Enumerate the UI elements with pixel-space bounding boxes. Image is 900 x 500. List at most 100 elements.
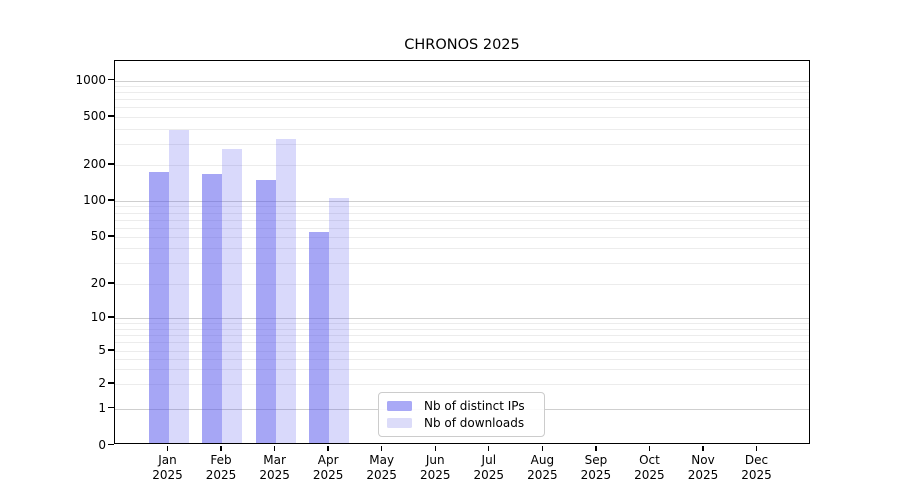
y-gridline-minor bbox=[115, 248, 809, 250]
x-tick-label-sep: Sep 2025 bbox=[566, 453, 626, 483]
y-tick-label: 1 bbox=[98, 400, 106, 415]
y-gridline-minor bbox=[115, 212, 809, 214]
bar-distinct-ips-jan bbox=[148, 171, 169, 443]
bar-downloads-mar bbox=[275, 138, 296, 443]
x-tick-year: 2025 bbox=[152, 467, 183, 482]
legend-item-distinct-ips: Nb of distinct IPs bbox=[387, 399, 536, 413]
x-tick-label-mar: Mar 2025 bbox=[245, 453, 305, 483]
x-tick-year: 2025 bbox=[312, 467, 344, 482]
x-tick-label-jul: Jul 2025 bbox=[459, 453, 519, 483]
x-tick-label-may: May 2025 bbox=[352, 453, 412, 483]
y-gridline-minor bbox=[115, 237, 809, 238]
x-tick-year: 2025 bbox=[527, 467, 558, 482]
legend-swatch-downloads-icon bbox=[387, 417, 412, 429]
y-tick-mark bbox=[108, 78, 114, 81]
y-tick-label: 200 bbox=[83, 157, 106, 171]
y-tick-label: 2 bbox=[98, 376, 106, 390]
legend-label-distinct-ips: Nb of distinct IPs bbox=[424, 399, 525, 413]
x-tick-label-dec: Dec 2025 bbox=[727, 453, 787, 483]
x-tick-year: 2025 bbox=[419, 467, 451, 482]
y-gridline-minor bbox=[115, 92, 809, 94]
x-tick-mark bbox=[755, 445, 758, 451]
legend: Nb of distinct IPs Nb of downloads bbox=[378, 392, 545, 437]
x-tick-label-feb: Feb 2025 bbox=[191, 453, 251, 483]
x-tick-mark bbox=[166, 445, 169, 451]
x-tick-mark bbox=[488, 445, 490, 451]
x-tick-label-apr: Apr 2025 bbox=[298, 453, 358, 483]
y-tick-mark bbox=[108, 235, 114, 237]
x-tick-mark bbox=[595, 445, 597, 451]
y-gridline-major bbox=[115, 201, 809, 202]
y-tick-label: 1000 bbox=[75, 72, 106, 87]
y-gridline-minor bbox=[115, 86, 809, 88]
x-tick-year: 2025 bbox=[741, 467, 772, 482]
y-tick-mark bbox=[108, 199, 114, 201]
x-tick-mark bbox=[702, 445, 704, 451]
x-tick-mark bbox=[541, 445, 544, 451]
x-tick-year: 2025 bbox=[366, 467, 397, 482]
y-gridline-minor bbox=[115, 351, 809, 352]
y-gridline-minor bbox=[115, 359, 809, 361]
y-gridline-minor bbox=[115, 107, 809, 109]
legend-swatch-distinct-ips-icon bbox=[387, 400, 412, 412]
y-gridline-major bbox=[115, 80, 809, 82]
y-tick-label: 0 bbox=[98, 437, 106, 452]
bar-downloads-apr bbox=[329, 198, 350, 443]
x-tick-year: 2025 bbox=[634, 467, 665, 482]
x-tick-mark bbox=[434, 445, 436, 451]
y-tick-label: 50 bbox=[90, 229, 106, 243]
x-tick-mark bbox=[273, 445, 276, 451]
y-tick-label: 5 bbox=[98, 343, 106, 357]
y-gridline-minor bbox=[115, 263, 809, 265]
y-gridline-minor bbox=[115, 117, 809, 118]
x-tick-label-jun: Jun 2025 bbox=[405, 453, 465, 483]
y-gridline-minor bbox=[115, 128, 809, 130]
bar-distinct-ips-feb bbox=[202, 174, 223, 443]
y-gridline-major bbox=[115, 318, 809, 319]
y-gridline-minor bbox=[115, 342, 809, 344]
x-tick-year: 2025 bbox=[580, 467, 612, 482]
y-gridline-minor bbox=[115, 369, 809, 371]
y-gridline-minor bbox=[115, 219, 809, 221]
legend-item-downloads: Nb of downloads bbox=[387, 416, 536, 430]
y-gridline-minor bbox=[115, 143, 809, 145]
bar-downloads-feb bbox=[222, 149, 243, 443]
y-gridline-minor bbox=[115, 165, 809, 166]
x-tick-year: 2025 bbox=[259, 467, 290, 482]
y-gridline-minor bbox=[115, 284, 809, 285]
x-tick-year: 2025 bbox=[473, 467, 505, 482]
bar-distinct-ips-apr bbox=[309, 232, 330, 443]
y-tick-mark bbox=[108, 115, 114, 117]
y-gridline-minor bbox=[115, 328, 809, 330]
chart-title: CHRONOS 2025 bbox=[404, 37, 520, 53]
y-tick-mark bbox=[108, 382, 114, 384]
y-tick-mark bbox=[108, 316, 114, 318]
y-tick-mark bbox=[108, 443, 114, 446]
y-tick-mark bbox=[108, 406, 114, 409]
x-tick-label-nov: Nov 2025 bbox=[673, 453, 733, 483]
y-tick-label: 500 bbox=[83, 109, 106, 123]
y-tick-mark bbox=[108, 349, 114, 351]
x-tick-label-jan: Jan 2025 bbox=[138, 453, 198, 483]
y-tick-label: 100 bbox=[83, 193, 106, 207]
x-tick-year: 2025 bbox=[205, 467, 237, 482]
x-tick-year: 2025 bbox=[687, 467, 719, 482]
legend-label-downloads: Nb of downloads bbox=[424, 416, 525, 430]
y-gridline-minor bbox=[115, 227, 809, 229]
y-tick-mark bbox=[108, 163, 114, 165]
y-tick-label: 10 bbox=[90, 310, 106, 324]
y-gridline-minor bbox=[115, 384, 809, 385]
y-tick-label: 20 bbox=[90, 276, 106, 290]
x-tick-label-aug: Aug 2025 bbox=[512, 453, 572, 483]
y-gridline-minor bbox=[115, 323, 809, 325]
y-gridline-minor bbox=[115, 206, 809, 208]
x-tick-label-oct: Oct 2025 bbox=[619, 453, 679, 483]
x-tick-mark bbox=[381, 445, 383, 451]
x-tick-mark bbox=[220, 445, 222, 451]
y-gridline-minor bbox=[115, 334, 809, 336]
x-tick-mark bbox=[327, 445, 329, 451]
bar-distinct-ips-mar bbox=[255, 179, 276, 443]
bar-downloads-jan bbox=[168, 130, 189, 443]
y-tick-mark bbox=[108, 282, 114, 284]
